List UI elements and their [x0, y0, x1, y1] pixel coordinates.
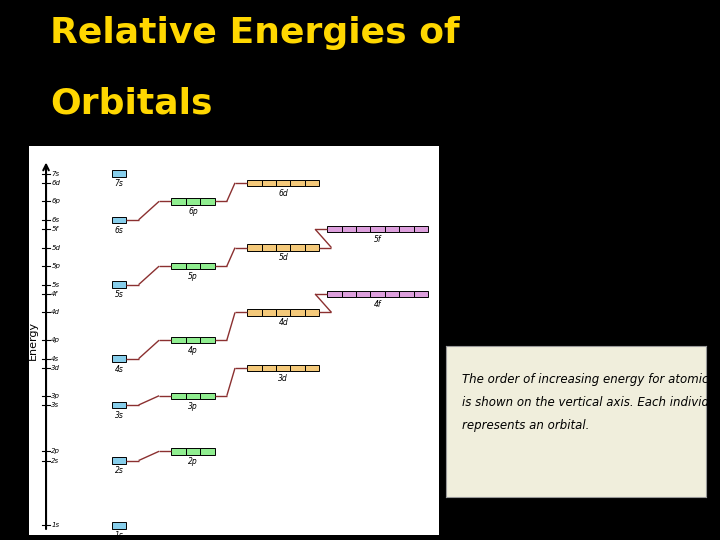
- Text: 6d: 6d: [279, 188, 288, 198]
- Bar: [112, 402, 126, 408]
- Bar: [356, 226, 371, 232]
- Bar: [413, 291, 428, 297]
- Bar: [290, 180, 305, 186]
- Bar: [342, 291, 356, 297]
- Text: 5d: 5d: [279, 253, 288, 262]
- Bar: [413, 226, 428, 232]
- Text: 3s: 3s: [114, 411, 124, 420]
- Bar: [261, 309, 276, 316]
- Text: 6s: 6s: [114, 226, 124, 235]
- Bar: [248, 309, 261, 316]
- Bar: [186, 263, 200, 269]
- Text: 6p: 6p: [188, 207, 198, 216]
- Text: 4d: 4d: [279, 318, 288, 327]
- Bar: [186, 448, 200, 455]
- Bar: [399, 226, 413, 232]
- Bar: [384, 291, 399, 297]
- Bar: [290, 309, 305, 316]
- Text: Energy: Energy: [28, 321, 38, 360]
- Bar: [328, 291, 342, 297]
- Bar: [305, 245, 319, 251]
- Bar: [276, 180, 290, 186]
- Text: 7s: 7s: [51, 171, 60, 177]
- Text: 5p: 5p: [51, 263, 60, 269]
- Text: 3p: 3p: [188, 402, 198, 410]
- Bar: [399, 291, 413, 297]
- Bar: [200, 263, 215, 269]
- Bar: [305, 364, 319, 371]
- Text: 4p: 4p: [188, 346, 198, 355]
- Text: 3d: 3d: [279, 374, 288, 383]
- Bar: [112, 522, 126, 529]
- Text: 2s: 2s: [51, 457, 60, 463]
- Bar: [112, 457, 126, 464]
- Bar: [112, 170, 126, 177]
- Text: 4s: 4s: [51, 356, 60, 362]
- Text: 1s: 1s: [114, 531, 124, 540]
- Bar: [290, 364, 305, 371]
- Bar: [112, 281, 126, 288]
- Bar: [276, 364, 290, 371]
- Bar: [371, 291, 384, 297]
- Bar: [171, 337, 186, 343]
- Text: 4f: 4f: [51, 291, 58, 297]
- Bar: [171, 393, 186, 399]
- Text: 3d: 3d: [51, 365, 60, 371]
- Bar: [305, 180, 319, 186]
- Text: 4p: 4p: [51, 337, 60, 343]
- Text: 6d: 6d: [51, 180, 60, 186]
- Text: 6p: 6p: [51, 198, 60, 204]
- Bar: [200, 337, 215, 343]
- Text: 5f: 5f: [374, 235, 382, 244]
- Text: 1s: 1s: [51, 522, 60, 528]
- Bar: [171, 448, 186, 455]
- Bar: [248, 364, 261, 371]
- Bar: [186, 337, 200, 343]
- Bar: [112, 217, 126, 223]
- Bar: [200, 393, 215, 399]
- Bar: [371, 226, 384, 232]
- Text: 5s: 5s: [51, 282, 60, 288]
- Text: 5d: 5d: [51, 245, 60, 251]
- Bar: [248, 180, 261, 186]
- Bar: [356, 291, 371, 297]
- Bar: [328, 226, 342, 232]
- Bar: [384, 226, 399, 232]
- Bar: [171, 263, 186, 269]
- Text: Orbitals: Orbitals: [50, 86, 213, 120]
- Text: 6s: 6s: [51, 217, 60, 223]
- Bar: [200, 448, 215, 455]
- Text: The order of increasing energy for atomic sublevels
is shown on the vertical axi: The order of increasing energy for atomi…: [462, 373, 720, 432]
- Text: 5s: 5s: [114, 291, 124, 300]
- Text: 2p: 2p: [51, 448, 60, 454]
- Text: 3s: 3s: [51, 402, 60, 408]
- Text: 5p: 5p: [188, 272, 198, 281]
- Text: 3p: 3p: [51, 393, 60, 399]
- Text: 7s: 7s: [114, 179, 124, 188]
- Text: 4f: 4f: [374, 300, 382, 309]
- Bar: [261, 245, 276, 251]
- Text: 2s: 2s: [114, 467, 124, 475]
- Bar: [290, 245, 305, 251]
- Text: Relative Energies of: Relative Energies of: [50, 16, 460, 50]
- Bar: [200, 198, 215, 205]
- Bar: [342, 226, 356, 232]
- Text: 2p: 2p: [188, 457, 198, 466]
- Bar: [276, 309, 290, 316]
- Text: 5f: 5f: [51, 226, 58, 232]
- Bar: [186, 198, 200, 205]
- Bar: [305, 309, 319, 316]
- Text: 4s: 4s: [114, 364, 124, 374]
- Bar: [276, 245, 290, 251]
- Bar: [261, 180, 276, 186]
- Text: 4d: 4d: [51, 309, 60, 315]
- Bar: [261, 364, 276, 371]
- Bar: [112, 355, 126, 362]
- Bar: [248, 245, 261, 251]
- Bar: [171, 198, 186, 205]
- Bar: [186, 393, 200, 399]
